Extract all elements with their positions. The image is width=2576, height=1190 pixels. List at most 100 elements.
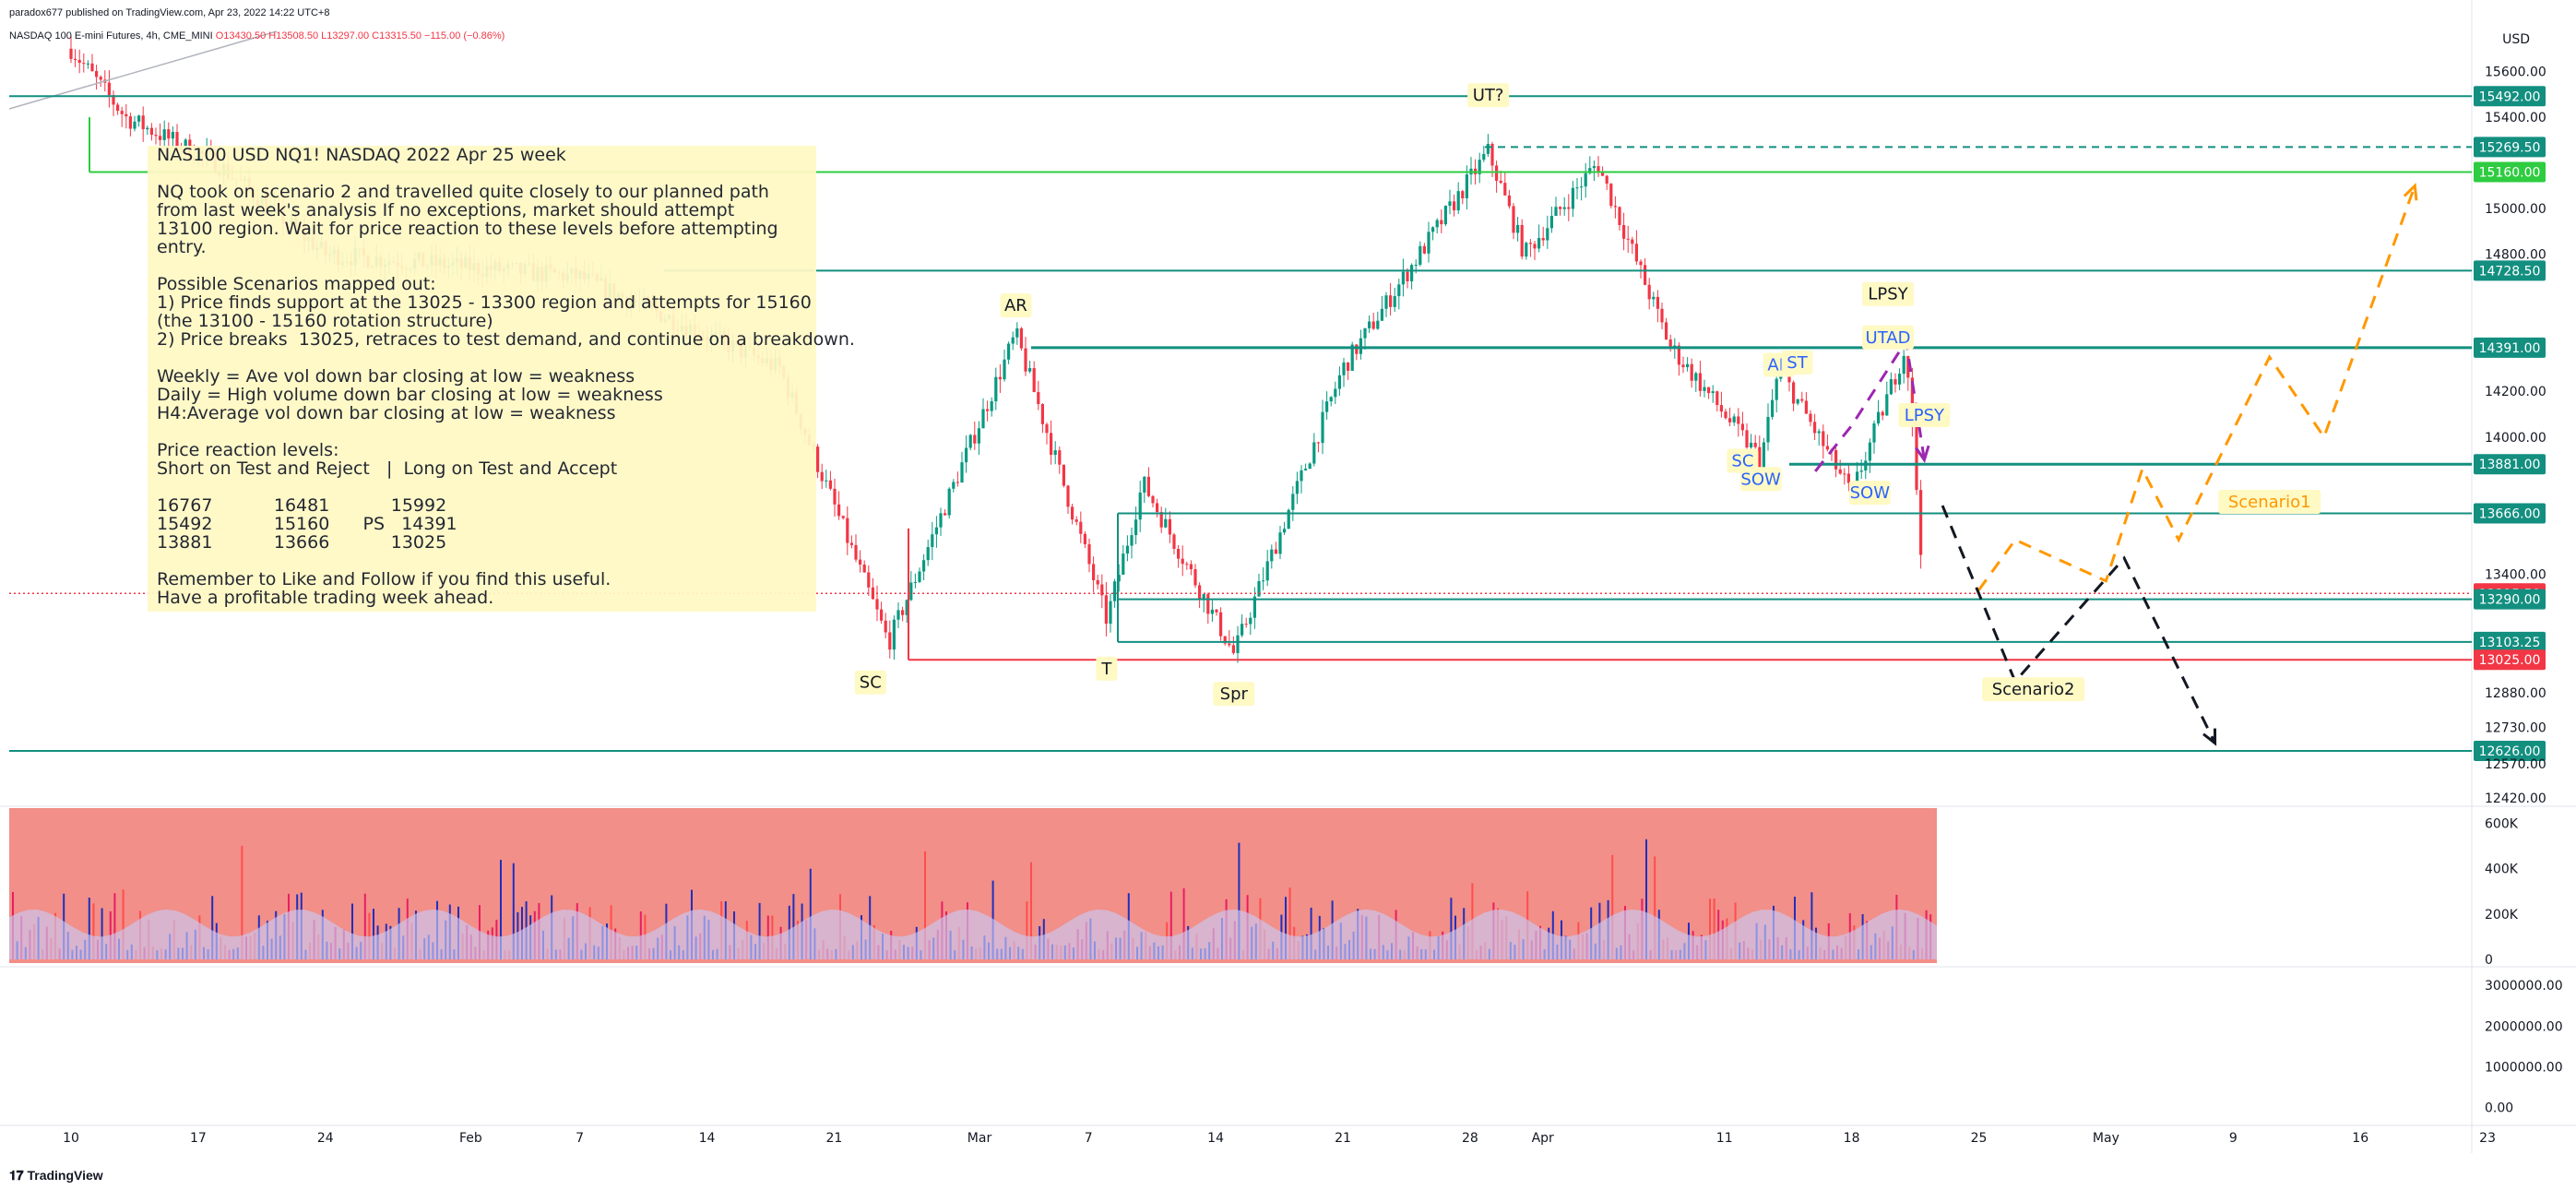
candle-body [1605,175,1609,184]
candle-body [981,409,985,429]
symbol-info: NASDAQ 100 E-mini Futures, 4h, CME_MINI … [9,30,505,42]
annotation-box [1467,83,1510,108]
price-tick-label: 15000.00 [2485,202,2546,217]
time-tick-label: 14 [699,1131,716,1146]
candle-body [1198,585,1202,600]
candle-body [1732,416,1736,422]
candle-body [1512,206,1515,233]
annotation-label: LPSY [1905,406,1945,425]
candle-body [1528,243,1532,244]
candle-body [1329,397,1333,402]
candle-body [1681,364,1685,368]
candle-body [1011,337,1015,344]
tradingview-logo-icon: 𝟏𝟕 [9,1168,24,1183]
candle-body [1724,411,1727,419]
candle-body [1673,345,1677,347]
oscillator-tick-label: 0.00 [2485,1101,2513,1116]
candle-body [1919,490,1923,555]
candle-body [162,129,166,140]
candle-body [816,446,820,472]
candle-body [952,482,956,489]
price-tick-label: 12420.00 [2485,791,2546,806]
candle-body [1486,143,1490,154]
candle-body [849,542,853,545]
candle-body [986,409,990,411]
oscillator-tick-label: 2000000.00 [2485,1019,2563,1034]
candle-body [1499,180,1502,184]
candle-body [1898,374,1902,385]
candle-body [1652,296,1656,300]
candle-body [1443,206,1447,225]
candle-body [1881,411,1884,416]
candle-body [1889,379,1893,395]
annotation-box [1781,350,1813,375]
price-tick-label: 12730.00 [2485,720,2546,735]
candle-body [1355,344,1359,354]
candle-body [1549,216,1553,229]
candle-body [956,482,959,483]
candle-body [998,376,1002,380]
time-tick-label: 10 [63,1131,79,1146]
candle-body [888,632,892,650]
candle-body [1775,378,1778,400]
candle-body [1087,543,1091,565]
candle-body [1287,509,1290,530]
annotation-label: T [1100,660,1112,679]
price-level-label: 15492.00 [2479,89,2541,104]
candle-body [1758,446,1762,468]
candle-body [1122,553,1125,576]
price-level-label: 12626.00 [2479,744,2541,759]
candle-body [1350,344,1354,371]
candle-body [1644,265,1647,285]
candle-body [825,480,828,482]
candle-body [1185,564,1189,565]
candle-body [833,488,837,505]
candle-body [1537,238,1541,249]
time-tick-label: 25 [1971,1131,1988,1146]
candle-body [1134,519,1138,536]
candle-body [859,559,862,565]
candle-body [1843,473,1846,475]
candle-body [1347,362,1350,371]
candle-body [1647,284,1651,300]
price-level-tag [2474,631,2546,652]
candle-body [1915,423,1918,491]
candle-body [1015,327,1019,338]
time-tick-label: 7 [1085,1131,1093,1146]
price-level-tag [2474,161,2546,183]
candle-body [828,480,832,489]
candle-body [1274,549,1277,554]
candle-body [1698,373,1702,391]
candle-body [1740,423,1744,431]
analysis-note-text: NAS100 USD NQ1! NASDAQ 2022 Apr 25 week … [157,145,855,608]
candle-body [1750,442,1753,448]
candle-body [1448,201,1452,207]
candle-body [1096,580,1099,585]
candle-body [1393,296,1396,307]
candle-body [1456,191,1460,211]
candle-body [1902,355,1905,375]
time-axis: 10 17 24 Feb 7 14 21 Mar 7 14 21 28 Apr 11 18 25 May 9 16 2… [63,1131,2496,1146]
candle-body [1567,207,1571,209]
candle-body [1312,442,1316,464]
candle-body [1737,416,1740,424]
candle-body [1817,431,1821,434]
annotation-box [1096,656,1118,681]
candle-body [1719,405,1723,412]
candle-body [1846,473,1850,483]
candle-body [1546,228,1549,241]
candle-body [1813,422,1817,434]
time-tick-label: 16 [2352,1131,2368,1146]
volume-tick-label: 600K [2485,816,2519,831]
candle-body [1588,168,1592,173]
time-tick-label: 23 [2479,1131,2496,1146]
analysis-note: NAS100 USD NQ1! NASDAQ 2022 Apr 25 week … [148,145,855,612]
candle-body [1431,227,1435,232]
time-tick-label: 18 [1844,1131,1860,1146]
annotation-label: UT? [1473,86,1504,105]
candle-body [154,135,158,137]
candle-body [1762,442,1765,468]
candle-body [1252,596,1256,618]
tradingview-logo[interactable]: 𝟏𝟕 TradingView [9,1168,103,1184]
